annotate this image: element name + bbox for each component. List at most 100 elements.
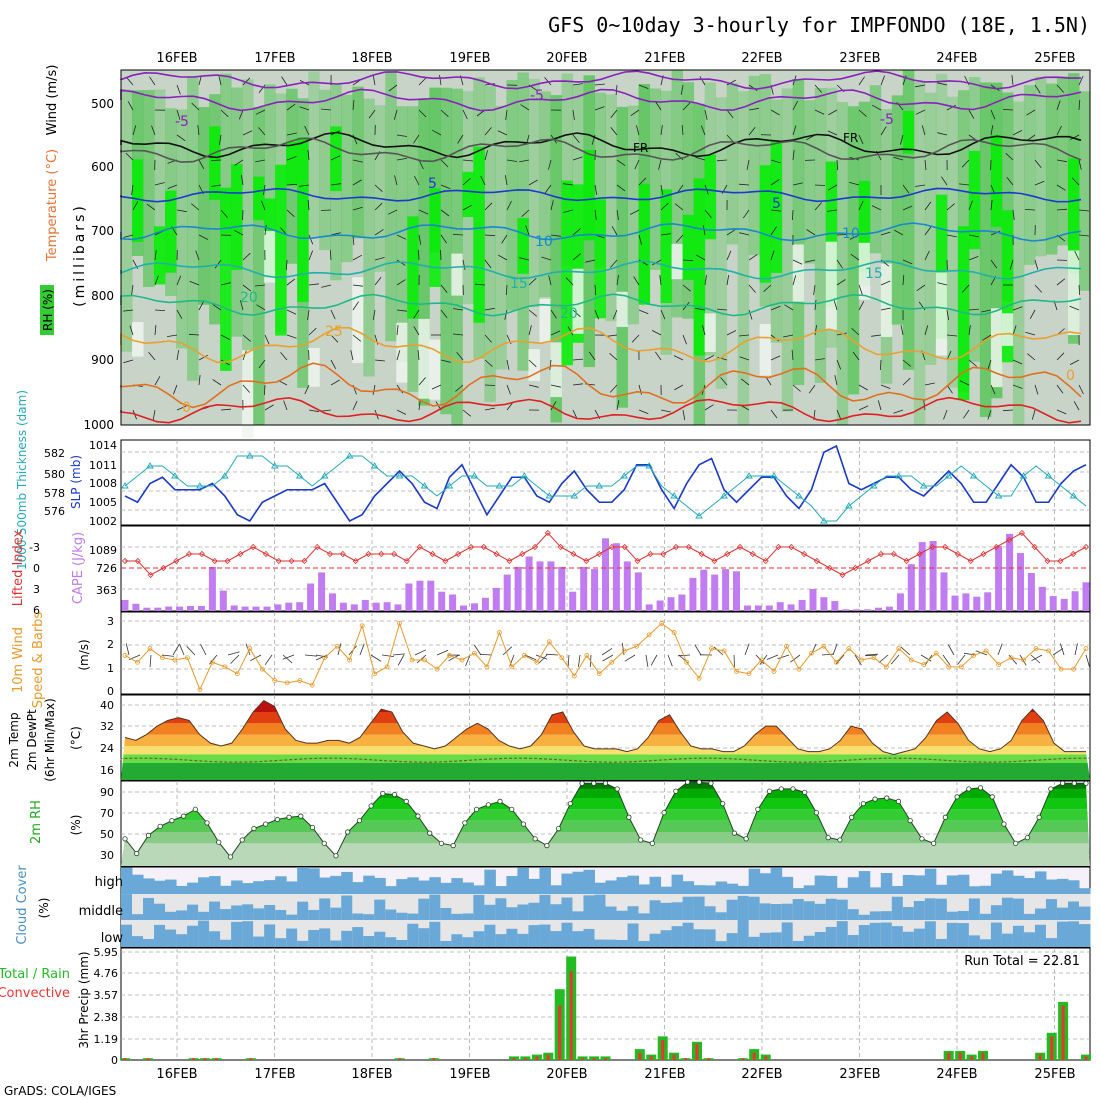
li-point xyxy=(531,543,539,551)
wind-barb xyxy=(440,109,449,117)
rh-point xyxy=(180,813,187,819)
wind-barb xyxy=(320,108,332,111)
cape-bar xyxy=(667,597,675,611)
wind-barb xyxy=(660,309,666,320)
cloud-cell xyxy=(836,921,849,947)
wind-barb xyxy=(176,350,180,361)
wind-barb xyxy=(572,253,581,261)
wind-barb xyxy=(258,84,266,94)
pressure-tick: 800 xyxy=(91,289,114,303)
rh-band xyxy=(484,85,496,402)
wind-barb xyxy=(191,203,200,211)
rh-band-dry xyxy=(429,339,441,400)
cloud-cell xyxy=(253,908,265,920)
isotherm xyxy=(120,260,1082,280)
rh-band-high xyxy=(990,135,1003,227)
cloud-cell xyxy=(869,887,882,894)
cloud-cell xyxy=(1056,878,1069,894)
wind-barb xyxy=(770,179,780,186)
speed-axis-label: Speed & Barbs xyxy=(31,612,46,709)
wind-barb xyxy=(791,349,794,361)
rh-point xyxy=(837,837,843,843)
wind-barb xyxy=(827,130,838,136)
wind-barb xyxy=(902,377,911,386)
wind-barb xyxy=(1031,409,1036,420)
precip-conv-bar xyxy=(558,1005,562,1060)
wind-barb xyxy=(255,159,266,163)
slp-axis-label: SLP (mb) xyxy=(69,455,83,509)
wind-barb xyxy=(359,643,365,656)
cloud-level-label: high xyxy=(95,875,123,890)
cloud-cell xyxy=(726,883,739,894)
rh-point xyxy=(438,840,445,846)
cloud-cell-bg xyxy=(462,920,474,947)
li-point xyxy=(826,564,833,572)
temp2m-axis-label: 2m Temp xyxy=(7,712,21,767)
wind-speed-point xyxy=(272,678,278,683)
cloud-cell xyxy=(858,871,871,894)
wind-barb xyxy=(650,654,658,666)
wind-speed-point xyxy=(334,643,340,649)
rh-band xyxy=(385,71,397,342)
wind-barb xyxy=(394,175,398,186)
rh-point xyxy=(298,813,304,819)
wind-barb xyxy=(871,334,882,337)
cloud-cell xyxy=(759,903,772,920)
wind-barb xyxy=(440,184,451,190)
cloud-cell-bg xyxy=(308,894,320,920)
cloud-cell xyxy=(187,882,199,894)
wind-barb xyxy=(880,126,887,136)
wind-speed-point xyxy=(284,680,290,686)
wind-speed-point xyxy=(634,643,640,649)
cape-tick: 726 xyxy=(96,562,117,575)
wind-barb xyxy=(1012,209,1015,220)
li-point xyxy=(403,557,410,565)
rh-point xyxy=(673,788,679,794)
cloud-cell xyxy=(825,926,838,947)
wind-barb xyxy=(240,300,244,311)
cloud-cell xyxy=(990,905,1003,920)
cape-bar xyxy=(263,606,271,611)
wind-barb xyxy=(1069,305,1080,311)
wind-barb xyxy=(630,109,640,117)
precip-tick: 3.57 xyxy=(94,989,119,1002)
wind-barb xyxy=(176,209,187,213)
wind-barb xyxy=(396,158,407,161)
wind-barb xyxy=(219,134,222,145)
wind-speed-point xyxy=(534,659,540,665)
wind-barb xyxy=(877,400,882,411)
thickness-point xyxy=(820,517,828,524)
thickness-point xyxy=(1069,492,1078,499)
wind-barb xyxy=(418,234,422,245)
cloud-cell xyxy=(847,935,860,947)
wind-speed-point xyxy=(971,653,977,658)
cloud-cell xyxy=(462,882,474,894)
cloud-cell xyxy=(341,895,353,920)
cloud-cell xyxy=(176,910,188,920)
thickness-point xyxy=(969,472,978,479)
rh-band-high xyxy=(275,164,287,336)
wind-barb xyxy=(167,334,178,337)
cape-bar xyxy=(481,597,489,611)
cloud-cell xyxy=(891,926,904,947)
precip-conv-bar xyxy=(638,1052,642,1060)
wind-speed-point xyxy=(447,653,452,658)
wind-barb xyxy=(321,284,332,288)
wind-barb xyxy=(550,200,554,211)
wind-barb xyxy=(392,653,405,656)
li-point xyxy=(647,550,654,558)
wind-barb xyxy=(414,649,426,656)
rh-point xyxy=(450,842,456,849)
cape-bar xyxy=(995,546,1003,611)
wind-barb xyxy=(968,325,971,336)
wind-barb xyxy=(374,229,384,236)
wind-barb xyxy=(308,283,319,286)
cloud-cell xyxy=(440,907,452,920)
rh-point xyxy=(333,853,339,859)
wind-barb xyxy=(1034,259,1039,270)
wind-barb xyxy=(1012,325,1017,336)
contour-label: 10 xyxy=(535,234,553,250)
rh-point xyxy=(286,814,292,820)
rh-band-high xyxy=(572,184,584,343)
cloud-cell xyxy=(528,902,540,920)
